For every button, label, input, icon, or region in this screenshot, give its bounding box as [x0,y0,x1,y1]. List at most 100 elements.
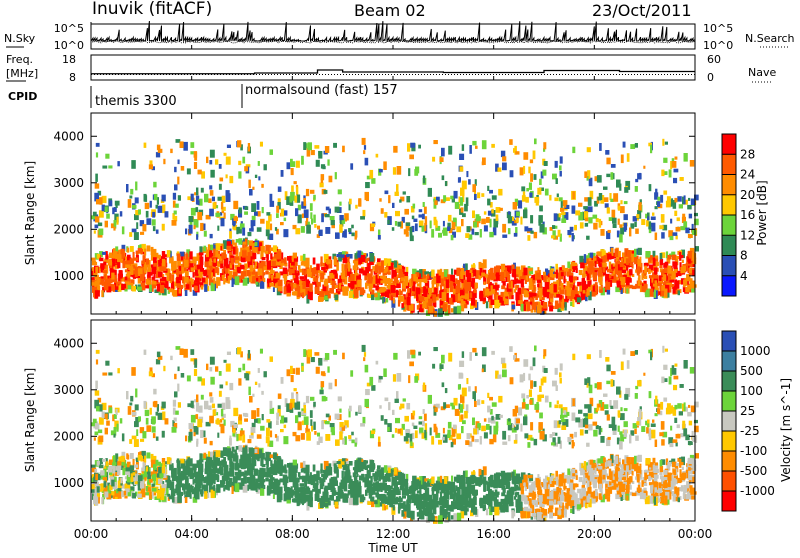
power-cell [621,258,623,262]
power-cell [325,227,330,234]
velocity-cell [616,487,619,490]
power-cell [634,249,637,257]
power-cell [643,166,645,169]
power-cell [651,217,656,221]
power-cell [490,268,494,277]
power-cell [503,281,506,286]
power-cell [584,254,586,263]
velocity-cell [210,357,215,365]
velocity-cell [634,429,637,434]
power-cell [355,205,358,209]
power-cell [261,184,264,188]
velocity-cell [135,404,139,410]
velocity-cell [351,440,354,444]
power-cell [690,282,695,288]
power-cell [178,160,180,165]
power-cell [587,147,591,152]
velocity-cell [251,410,256,419]
velocity-cell [461,414,464,419]
power-cell [624,214,628,220]
power-cell [249,228,254,231]
power-cell [157,255,162,259]
power-cell [620,227,624,234]
power-cell [142,224,146,231]
power-cell [141,261,145,265]
power-cell [599,263,602,267]
velocity-cell [209,392,212,396]
power-cell [446,293,449,302]
velocity-cell [620,407,622,411]
power-cell [660,259,663,265]
power-cell [329,176,333,183]
velocity-cell [339,431,343,440]
power-cell [410,143,415,148]
power-cell [303,254,306,261]
power-cell [392,203,395,208]
power-cell [117,217,119,225]
velocity-cell [597,382,602,390]
power-cell [296,161,300,168]
power-cell [364,145,366,150]
power-cell [459,154,464,160]
velocity-cell [208,405,211,410]
velocity-cell [296,394,298,402]
power-cell [543,288,547,297]
power-cell [561,283,564,290]
power-cell [325,146,329,153]
power-cell [495,285,499,291]
power-cell [453,306,457,314]
power-cell [137,287,142,291]
velocity-cell [262,464,266,467]
power-cell [676,235,678,239]
power-cell [615,262,617,271]
power-cell [98,223,102,227]
nsearch-label: N.Search [745,32,795,45]
power-cell [368,273,370,277]
power-cell [508,228,511,234]
power-cell [210,253,214,256]
velocity-cell [187,375,191,381]
velocity-cell [320,480,324,487]
power-cell [251,220,256,226]
power-cell [291,185,294,192]
power-cell [688,251,692,257]
velocity-cell [514,440,518,444]
power-cell [213,258,216,262]
power-cell [422,226,425,232]
velocity-cell [302,421,304,426]
power-cell [485,289,490,296]
power-cell [215,159,218,164]
power-cell [612,210,616,219]
power-cell [560,171,562,177]
power-cell [189,251,192,259]
velocity-cell [135,389,137,398]
power-cell [287,162,291,169]
power-cell [104,274,107,280]
power-cell [668,273,671,280]
power-cell [238,161,241,165]
power-cell [266,212,270,216]
power-cell [451,235,454,240]
power-cell [194,152,197,161]
velocity-cell [635,350,638,355]
power-cell [559,213,562,217]
power-cell [632,286,637,290]
power-cell [306,189,309,196]
power-cell [291,262,295,266]
power-cell [498,189,502,196]
power-cell [336,262,339,270]
velocity-cell [424,414,427,421]
velocity-cell [661,421,665,430]
power-cell [296,187,298,195]
power-cell [301,262,304,266]
power-cell [456,286,461,293]
velocity-cell [641,426,645,432]
power-cell [200,257,204,266]
power-cell [424,207,427,214]
power-cell [156,205,159,209]
power-cell [148,280,151,284]
power-cell [255,242,258,246]
power-cell [692,270,694,276]
power-cell [683,280,685,287]
velocity-cell [676,442,678,446]
